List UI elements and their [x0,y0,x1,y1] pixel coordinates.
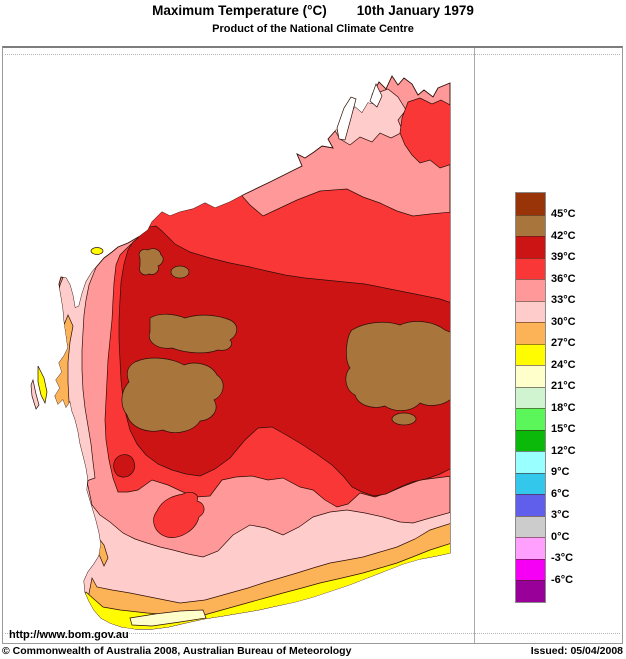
legend-band-11 [516,429,545,451]
legend-band-2 [516,236,545,258]
legend-band-17 [516,558,545,580]
legend-label-3C: 3°C [551,509,570,521]
region-kimberley-ne-36-39c [399,97,450,169]
map-western-australia [30,75,451,630]
region-kimberley-spot-30-33c [271,156,285,168]
legend-label-36C: 36°C [551,272,576,285]
legend-label-24C: 24°C [551,358,576,371]
legend-band-1 [516,214,545,236]
legend-band-6 [516,322,545,344]
legend-band-15 [516,515,545,537]
region-brown-pilbara-small-42-45c [170,265,190,279]
legend-label--6C: -6°C [551,573,574,586]
page-title: Maximum Temperature (°C) 10th January 197… [0,3,626,18]
legend-label-9C: 9°C [551,466,570,478]
legend-label-30C: 30°C [551,315,576,328]
legend-band-14 [516,494,545,516]
legend-band-3 [516,257,545,279]
title-main: Maximum Temperature (°C) [152,3,327,18]
temperature-legend: 45°C 42°C 39°C 36°C 33°C 30°C 27°C 24°C 21°C 18°C… [515,192,626,605]
legend-label-45C: 45°C [551,208,576,220]
region-island-36-39c-south [153,492,205,538]
inlet-king-sound [336,96,357,141]
legend-label-42C: 42°C [551,229,576,242]
legend-band-4 [516,279,545,301]
map-area: http://www.bom.gov.au [3,48,474,643]
island-dirk-hartog [37,365,48,405]
legend-label-21C: 21°C [551,380,576,392]
bom-url-label: http://www.bom.gov.au [9,629,129,641]
region-island-39-42c-sw [113,454,136,478]
legend-label--3C: -3°C [551,552,574,564]
legend-colorbar [515,192,546,603]
band-orange-south-27-30c [79,522,450,629]
copyright-text: © Commonwealth of Australia 2008, Austra… [2,645,352,657]
region-brown-east-small-42-45c [391,412,417,426]
legend-band-0 [516,193,545,215]
legend-band-12 [516,451,545,473]
inlet-kimberley-ne [369,83,383,108]
legend-panel-divider [474,48,475,643]
legend-band-10 [516,408,545,430]
legend-band-13 [516,472,545,494]
legend-label-18C: 18°C [551,401,576,414]
legend-label-27C: 27°C [551,337,576,349]
region-brown-central-upper-42-45c [148,313,238,354]
legend-label-33C: 33°C [551,294,576,306]
legend-band-16 [516,537,545,559]
region-brown-central-lower-42-45c [121,357,224,433]
region-core-39-42c [118,225,450,497]
title-date: 10th January 1979 [356,3,474,18]
region-brown-pilbara-42-45c [138,248,164,276]
legend-label-15C: 15°C [551,423,576,435]
legend-label-39C: 39°C [551,251,576,263]
legend-band-8 [516,365,545,387]
island-sliver-west [30,378,40,410]
band-paleyellow-tip-21-24c [129,609,207,627]
legend-label-12C: 12°C [551,444,576,457]
page-subtitle: Product of the National Climate Centre [212,23,414,35]
legend-label-6C: 6°C [551,487,570,500]
issued-date-text: Issued: 05/04/2008 [530,645,623,657]
legend-band-7 [516,343,545,365]
region-brown-east-42-45c [345,321,450,411]
legend-label-0C: 0°C [551,530,570,543]
island-barrow [90,247,104,255]
legend-band-9 [516,386,545,408]
legend-band-18 [516,580,545,602]
legend-band-5 [516,300,545,322]
